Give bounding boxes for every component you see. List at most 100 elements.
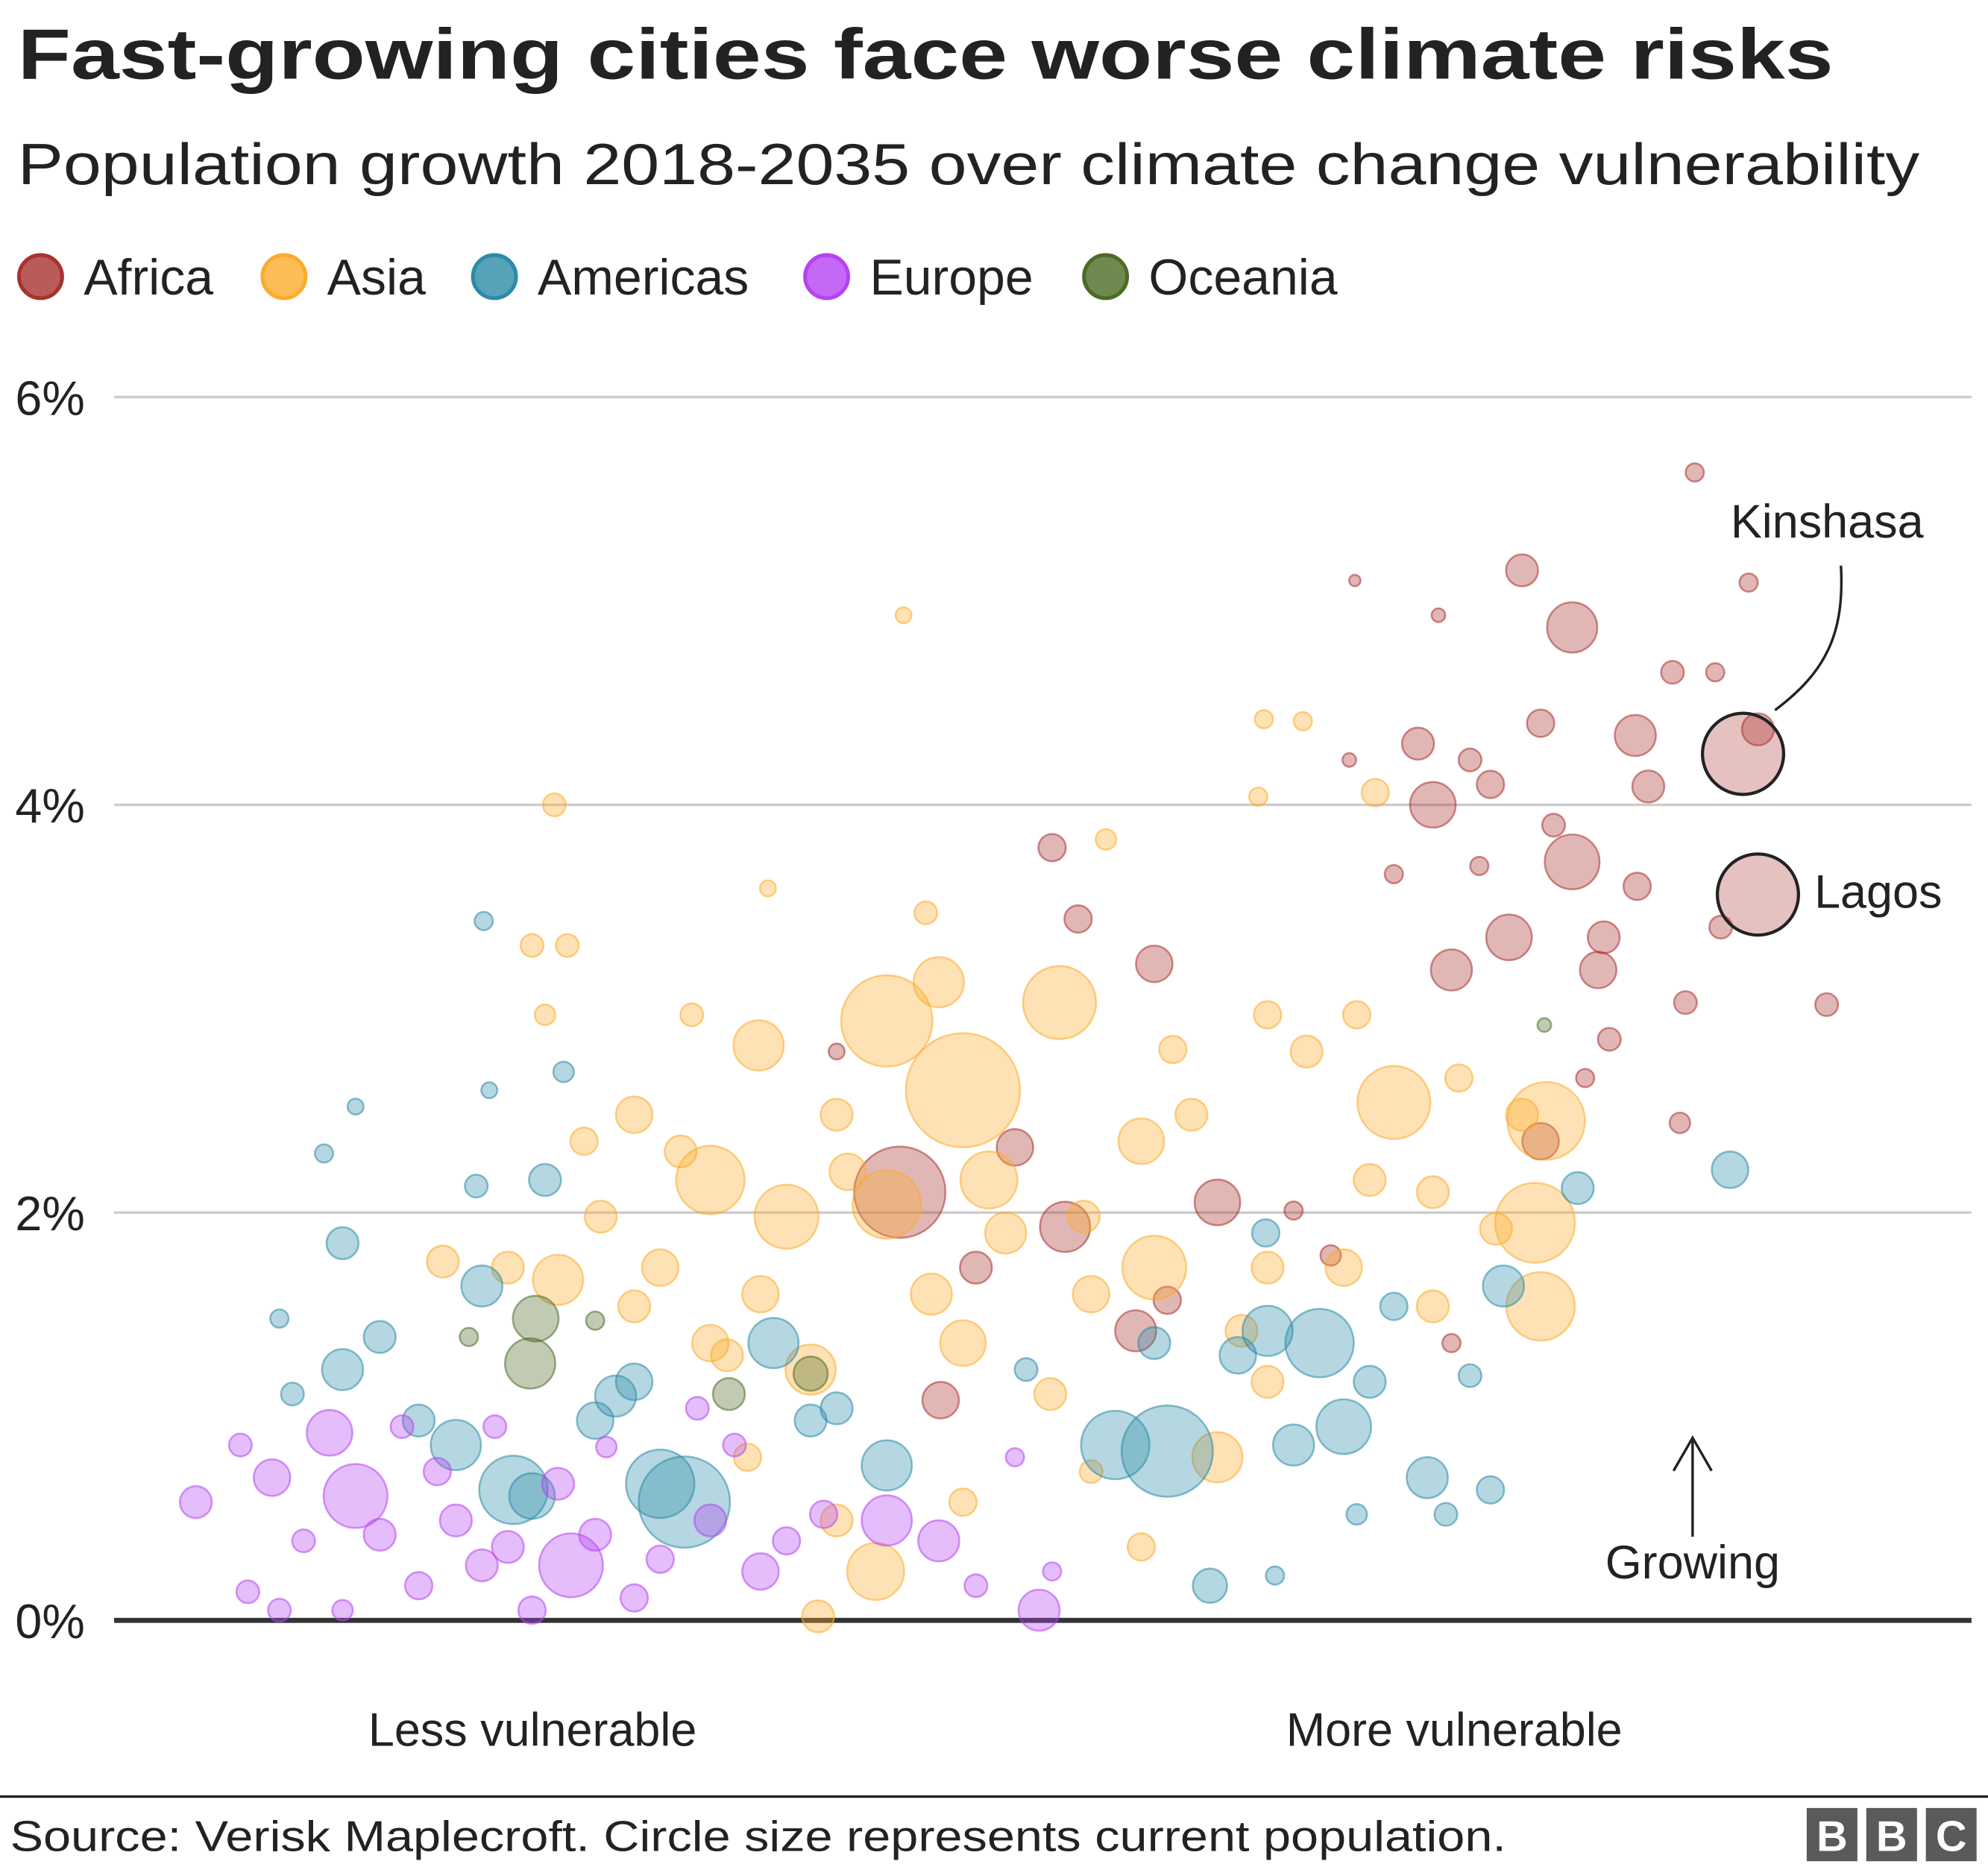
data-point	[528, 1162, 562, 1197]
data-point	[1485, 913, 1533, 962]
data-point	[664, 1134, 698, 1168]
data-point	[541, 1467, 576, 1501]
data-point	[921, 1381, 960, 1420]
data-point	[619, 1583, 649, 1613]
data-point	[1660, 660, 1685, 685]
data-point	[913, 956, 965, 1009]
data-point	[1526, 708, 1556, 738]
data-point	[1482, 1264, 1526, 1308]
data-point	[583, 1200, 618, 1234]
data-point	[1193, 1178, 1242, 1227]
data-point	[252, 1458, 292, 1497]
legend-label: Asia	[327, 249, 426, 306]
data-point	[1004, 1446, 1025, 1467]
legend-item-asia: Asia	[260, 249, 426, 306]
growing-arrow-icon	[1672, 1435, 1713, 1537]
data-point	[235, 1579, 260, 1605]
series-asia	[426, 606, 1586, 1634]
data-point	[1505, 1098, 1539, 1132]
data-point	[1078, 1459, 1104, 1484]
data-point	[984, 1211, 1028, 1255]
data-point	[1415, 1289, 1450, 1323]
data-point	[741, 1274, 780, 1314]
data-point	[1668, 1111, 1691, 1135]
series-europe	[178, 1396, 1063, 1632]
data-point	[491, 1530, 525, 1564]
data-point	[1494, 1182, 1576, 1264]
y-tick-label: 0%	[15, 1595, 84, 1649]
data-point	[1575, 1068, 1596, 1089]
legend-item-oceania: Oceania	[1082, 249, 1338, 306]
data-point	[675, 1144, 746, 1215]
data-point	[1095, 828, 1118, 851]
data-point	[959, 1150, 1019, 1210]
data-point	[1271, 1423, 1315, 1467]
data-point	[401, 1403, 436, 1438]
data-point	[732, 1019, 785, 1072]
data-point	[1738, 572, 1759, 593]
data-point	[1251, 1218, 1281, 1248]
data-point	[1379, 1291, 1409, 1321]
data-point	[1042, 1561, 1063, 1582]
data-point	[1341, 1000, 1372, 1030]
data-point	[459, 1326, 479, 1347]
legend: Africa Asia Americas Europe Oceania	[16, 249, 1338, 306]
data-point	[517, 1595, 547, 1625]
source-note: Source: Verisk Maplecroft. Circle size r…	[10, 1813, 1506, 1861]
data-point	[1505, 553, 1539, 588]
chart-title: Fast-growing cities face worse climate r…	[18, 16, 1834, 95]
data-point	[519, 933, 545, 958]
data-point	[1315, 1398, 1372, 1455]
data-point	[963, 1573, 989, 1599]
data-point	[569, 1126, 599, 1156]
data-point	[792, 1356, 829, 1392]
data-point	[1814, 992, 1840, 1017]
legend-swatch	[16, 253, 64, 300]
data-point	[939, 1319, 987, 1367]
legend-label: Africa	[84, 249, 213, 306]
data-point	[1685, 462, 1705, 483]
data-point	[1360, 778, 1390, 807]
data-point	[291, 1528, 316, 1554]
data-point	[801, 1599, 835, 1634]
data-point	[1251, 1364, 1285, 1399]
data-point	[1587, 920, 1621, 954]
y-tick-label: 4%	[15, 779, 84, 833]
data-point	[758, 879, 777, 898]
data-point	[1457, 747, 1482, 772]
data-point	[178, 1484, 213, 1520]
data-point	[1241, 1304, 1294, 1357]
data-point	[1353, 1364, 1387, 1399]
kinshasa-leader-line	[1774, 565, 1843, 711]
data-point	[1253, 1000, 1283, 1030]
data-point	[772, 1525, 802, 1556]
data-point	[1711, 1150, 1749, 1189]
legend-label: Europe	[869, 249, 1033, 306]
data-point	[1265, 1565, 1286, 1586]
data-point	[711, 1377, 746, 1411]
data-point	[1430, 607, 1447, 623]
data-point	[594, 1374, 638, 1418]
data-point	[840, 974, 934, 1068]
data-point	[913, 900, 939, 925]
data-point	[269, 1309, 290, 1329]
data-point	[426, 1244, 460, 1279]
data-point	[747, 1317, 800, 1370]
data-point	[1476, 1475, 1506, 1505]
data-point	[828, 1152, 867, 1191]
data-point	[552, 1060, 575, 1083]
data-point	[693, 1503, 728, 1537]
data-point	[852, 1169, 922, 1240]
data-point	[1631, 769, 1666, 804]
data-point	[1135, 944, 1174, 983]
data-point	[460, 1264, 504, 1308]
legend-swatch	[471, 253, 518, 300]
data-point	[422, 1456, 453, 1487]
data-point	[482, 1414, 508, 1440]
data-point	[1400, 726, 1435, 761]
data-point	[1356, 1065, 1432, 1140]
data-point	[614, 1095, 654, 1134]
data-point	[1441, 1332, 1462, 1353]
data-point	[1383, 863, 1404, 884]
